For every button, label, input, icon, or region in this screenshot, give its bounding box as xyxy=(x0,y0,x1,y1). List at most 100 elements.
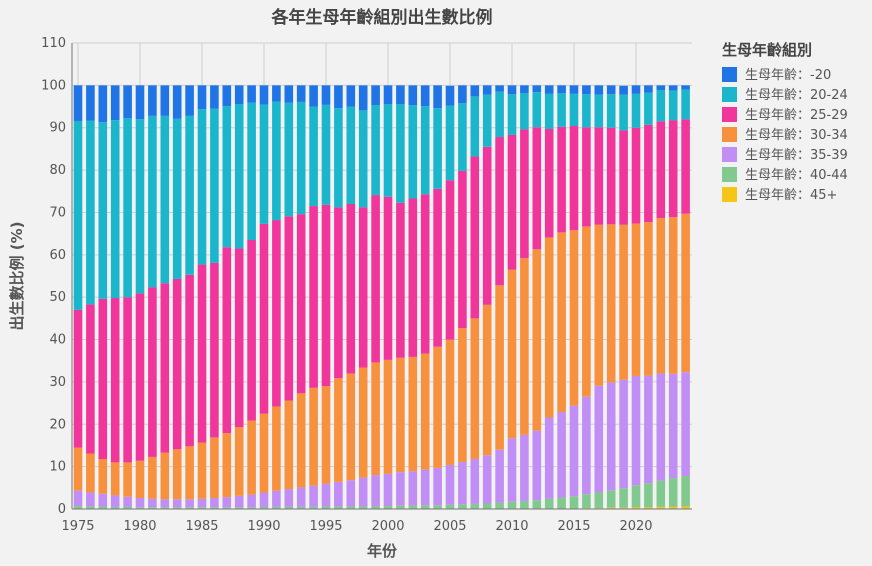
legend-title: 生母年齡組別 xyxy=(722,41,812,59)
bar-2020-series-6 xyxy=(631,85,641,94)
bar-1977-series-1 xyxy=(98,506,108,509)
bar-2013-series-6 xyxy=(544,85,554,94)
bar-1994-series-1 xyxy=(309,506,318,509)
bar-1975-series-5 xyxy=(73,120,83,310)
bar-2020-series-1 xyxy=(631,485,641,508)
bar-1977-series-3 xyxy=(98,459,108,494)
bar-1998-series-4 xyxy=(358,207,368,368)
bar-1977-series-5 xyxy=(98,122,108,299)
bar-1984-series-2 xyxy=(185,499,194,508)
bar-1997-series-3 xyxy=(346,373,356,481)
x-axis-ticks: 1975 1980 1985 1990 1995 2000 2005 2010 2015 2020 xyxy=(61,519,652,534)
x-tick-label-3: 1990 xyxy=(247,519,280,534)
bar-2004-series-6 xyxy=(433,85,442,109)
bar-2000-series-2 xyxy=(383,473,393,507)
bar-1994-series-5 xyxy=(309,106,318,207)
bar-1986-series-1 xyxy=(210,507,219,509)
bar-1988-series-2 xyxy=(234,495,244,508)
legend-label-6: 生母年齡：45+ xyxy=(745,188,837,203)
legend-label-2: 生母年齡：25-29 xyxy=(745,108,848,123)
x-tick-label-6: 2005 xyxy=(433,519,466,534)
legend-swatch-1 xyxy=(722,87,737,102)
bar-2015-series-5 xyxy=(569,93,579,127)
bar-1990-series-3 xyxy=(259,413,269,493)
x-tick-label-1: 1980 xyxy=(123,519,156,534)
bar-2016-series-1 xyxy=(582,494,591,509)
bar-2013-series-4 xyxy=(544,128,554,238)
y-tick-label-4: 40 xyxy=(49,333,66,348)
bar-2007-series-3 xyxy=(470,318,480,460)
bar-2019-series-6 xyxy=(619,85,628,95)
bar-1998-series-2 xyxy=(358,477,368,507)
y-tick-label-1: 10 xyxy=(49,460,66,475)
bar-1981-series-2 xyxy=(148,498,157,508)
bar-2003-series-3 xyxy=(420,353,430,470)
bar-2002-series-1 xyxy=(408,505,418,509)
y-tick-label-8: 80 xyxy=(49,163,66,178)
bar-1994-series-2 xyxy=(309,485,318,507)
bar-1987-series-4 xyxy=(222,247,232,434)
bar-2001-series-2 xyxy=(396,472,405,506)
bar-1992-series-1 xyxy=(284,506,294,509)
bar-1993-series-1 xyxy=(296,506,306,509)
bar-1981-series-5 xyxy=(148,115,157,288)
bar-2001-series-4 xyxy=(396,202,405,358)
bar-2020-series-0 xyxy=(631,507,641,509)
bar-2004-series-4 xyxy=(433,188,442,347)
x-tick-label-4: 1995 xyxy=(309,519,342,534)
bar-1979-series-1 xyxy=(123,506,132,509)
bar-2022-series-4 xyxy=(656,121,666,218)
bar-2009-series-3 xyxy=(495,285,504,450)
bar-2018-series-4 xyxy=(606,127,616,225)
bar-2017-series-1 xyxy=(594,492,604,509)
bar-2015-series-1 xyxy=(569,496,579,509)
legend-label-4: 生母年齡：35-39 xyxy=(745,148,848,163)
bar-2011-series-4 xyxy=(520,129,529,259)
bar-1987-series-6 xyxy=(222,85,232,107)
bar-1977-series-4 xyxy=(98,298,108,460)
bar-2017-series-3 xyxy=(594,224,604,386)
bar-1999-series-1 xyxy=(371,506,380,509)
bar-2005-series-2 xyxy=(445,464,455,505)
bar-2001-series-1 xyxy=(396,505,405,509)
bar-1982-series-3 xyxy=(160,452,170,500)
bar-2018-series-2 xyxy=(606,382,616,491)
y-axis-ticks: 0 10 20 30 40 50 60 70 80 90 100 110 xyxy=(41,36,66,517)
bar-1998-series-5 xyxy=(358,110,368,208)
bar-2003-series-5 xyxy=(420,106,430,195)
x-tick-label-8: 2015 xyxy=(557,519,590,534)
bar-1990-series-6 xyxy=(259,85,269,105)
bar-1993-series-3 xyxy=(296,393,306,488)
bar-2005-series-6 xyxy=(445,85,455,106)
legend: 生母年齡組別 生母年齡：-20 生母年齡：20-24 生母年齡：25-29 生母年齡：… xyxy=(722,41,848,203)
bar-1999-series-3 xyxy=(371,362,380,476)
bar-2008-series-5 xyxy=(482,94,492,147)
bar-2023-series-0 xyxy=(668,506,678,509)
bar-2004-series-5 xyxy=(433,108,442,189)
bar-2010-series-4 xyxy=(507,134,517,270)
bar-2023-series-6 xyxy=(668,85,678,91)
bar-2019-series-0 xyxy=(619,507,628,509)
bar-2009-series-1 xyxy=(495,502,504,509)
bar-1998-series-3 xyxy=(358,367,368,478)
bar-1991-series-1 xyxy=(272,506,281,509)
bar-1990-series-4 xyxy=(259,223,269,414)
bar-1986-series-5 xyxy=(210,108,219,263)
bar-1989-series-2 xyxy=(247,494,256,508)
bar-1984-series-4 xyxy=(185,274,194,447)
bar-1986-series-3 xyxy=(210,437,219,498)
bar-1991-series-6 xyxy=(272,85,281,102)
bar-2014-series-2 xyxy=(557,411,566,498)
legend-label-0: 生母年齡：-20 xyxy=(745,68,831,83)
bar-1990-series-2 xyxy=(259,492,269,507)
bar-1997-series-2 xyxy=(346,480,356,507)
bar-2002-series-3 xyxy=(408,356,418,472)
bar-2012-series-2 xyxy=(532,430,542,501)
bar-2016-series-4 xyxy=(582,127,591,227)
bar-1979-series-2 xyxy=(123,496,132,507)
bar-1988-series-4 xyxy=(234,248,244,428)
bar-1985-series-2 xyxy=(197,498,207,508)
bar-2007-series-4 xyxy=(470,156,480,319)
bar-2024-series-2 xyxy=(681,372,690,476)
bar-1994-series-6 xyxy=(309,85,318,107)
